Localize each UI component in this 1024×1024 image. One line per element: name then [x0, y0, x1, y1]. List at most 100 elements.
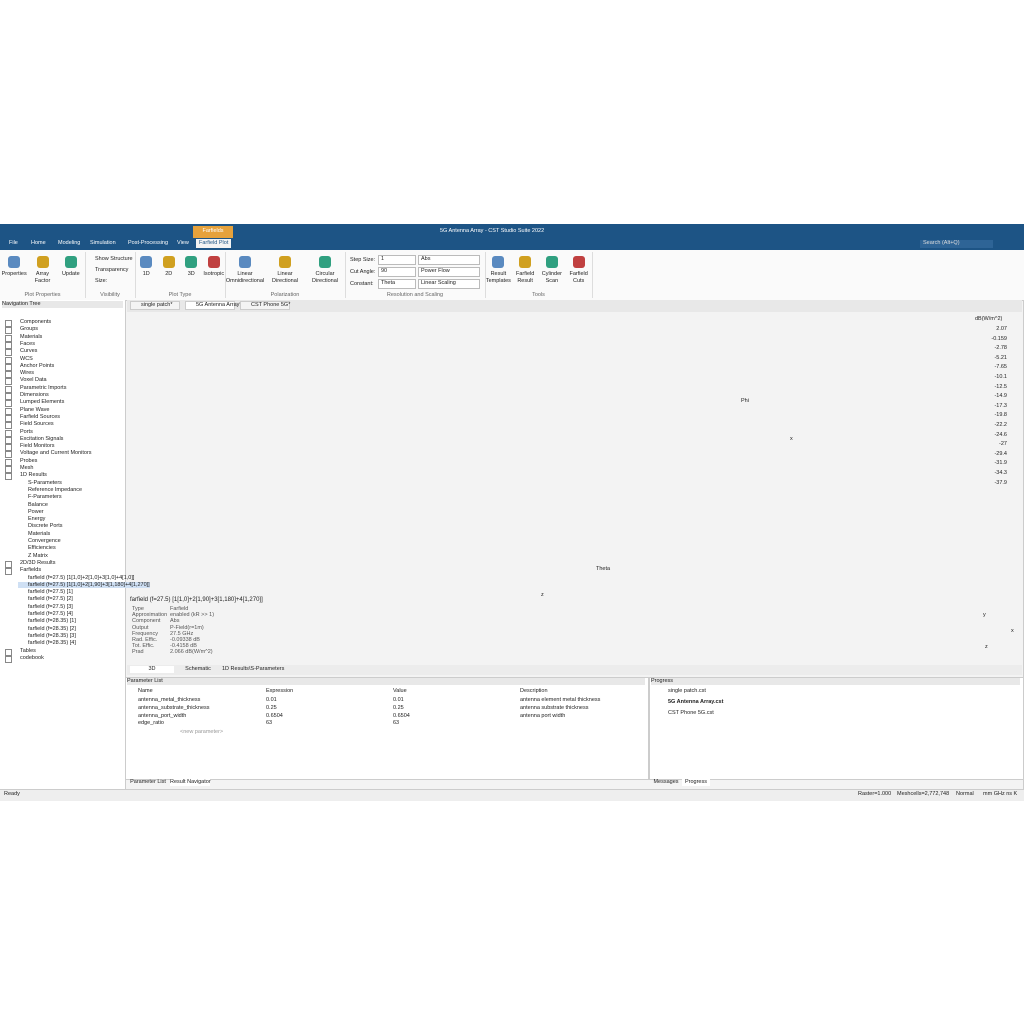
view-tab[interactable]: 1D Results\S-Parameters [222, 666, 285, 672]
tree-item[interactable]: farfield (f=27.5) [1[1,0]+2[1,0]+3[1,0]+… [28, 574, 135, 581]
param-cell[interactable]: 0.6504 [266, 712, 283, 719]
progress-file[interactable]: single patch.cst [668, 688, 706, 694]
new-parameter[interactable]: <new parameter> [180, 729, 224, 735]
tree-item[interactable]: Curves [20, 348, 38, 355]
param-cell[interactable]: antenna_port_width [138, 712, 187, 719]
menu-tab[interactable]: View [177, 240, 189, 246]
tree-item[interactable]: farfield (f=28.35) [4] [28, 640, 76, 647]
ribbon-button[interactable]: Farfield Result [515, 271, 535, 284]
progress-file[interactable]: 5G Antenna Array.cst [668, 699, 724, 705]
option[interactable]: Power Flow [418, 267, 480, 277]
view-tab[interactable]: 3D [130, 666, 174, 673]
context-tab[interactable]: Farfields [193, 226, 233, 238]
tree-item[interactable]: farfield (f=28.35) [3] [28, 632, 76, 639]
tree-item[interactable]: Groups [20, 326, 39, 333]
panel-tab[interactable]: Progress [682, 779, 710, 786]
param-cell[interactable]: antenna_metal_thickness [138, 697, 201, 703]
tree-item[interactable]: Efficiencies [28, 545, 56, 552]
option[interactable]: Abs [418, 255, 480, 265]
ribbon-button[interactable]: Cylinder Scan [541, 271, 562, 284]
tree-item[interactable]: farfield (f=27.5) [1] [28, 589, 73, 596]
ribbon-button[interactable]: Properties [1, 271, 27, 277]
menu-tab[interactable]: Simulation [90, 240, 116, 246]
ribbon-button[interactable]: Isotropic [203, 271, 225, 277]
menu-tab[interactable]: File [9, 240, 18, 246]
panel-tab[interactable]: Result Navigator [170, 779, 211, 786]
tree-item[interactable]: Parametric Imports [20, 384, 67, 391]
tree-item[interactable]: F-Parameters [28, 494, 62, 501]
panel-tab[interactable]: Messages [653, 779, 679, 785]
tree-item[interactable]: Plane Wave [20, 406, 50, 413]
tree-item[interactable]: farfield (f=27.5) [2] [28, 596, 73, 603]
doc-tab[interactable]: 5G Antenna Array* [185, 301, 242, 310]
param-cell[interactable]: edge_ratio [138, 720, 164, 727]
param-cell[interactable]: 0.25 [266, 704, 277, 711]
option[interactable]: Linear Scaling [418, 279, 480, 289]
menu-tab[interactable]: Home [31, 240, 46, 246]
tree-item[interactable]: farfield (f=28.35) [1] [28, 618, 76, 625]
tree-item[interactable]: Dimensions [20, 392, 49, 398]
ribbon-checkbox[interactable]: Transparency [95, 267, 129, 273]
param-cell[interactable]: antenna_substrate_thickness [138, 704, 210, 711]
tree-item[interactable]: Field Sources [20, 421, 54, 428]
doc-tab[interactable]: CST Phone 5G* [240, 301, 290, 310]
tree-item[interactable]: Voltage and Current Monitors [20, 450, 92, 457]
tree-item[interactable]: Field Monitors [20, 443, 55, 450]
ribbon-button[interactable]: 1D [142, 271, 150, 277]
tree-item[interactable]: Z Matrix [28, 552, 48, 559]
tree-item[interactable]: WCS [20, 355, 33, 362]
tree-item[interactable]: Excitation Signals [20, 435, 64, 442]
param-cell[interactable]: 63 [266, 720, 273, 727]
tree-item[interactable]: Ports [20, 428, 33, 435]
ribbon-checkbox[interactable]: Size: [95, 278, 108, 284]
tree-item[interactable]: S-Parameters [28, 479, 62, 486]
tree-item[interactable]: farfield (f=28.35) [2] [28, 625, 76, 632]
tree-item[interactable]: Convergence [28, 538, 61, 544]
tree-item[interactable]: Power [28, 508, 44, 515]
field-input[interactable]: Theta [378, 279, 416, 289]
ribbon-button[interactable]: Array Factor [34, 271, 51, 284]
tree-item[interactable]: Probes [20, 457, 38, 464]
ribbon-button[interactable]: Circular Directional [312, 271, 338, 284]
menu-tab[interactable]: Post-Processing [128, 240, 169, 246]
ribbon-button[interactable]: Update [61, 271, 80, 277]
tree-item[interactable]: Energy [28, 516, 46, 523]
tree-item[interactable]: Lumped Elements [20, 399, 65, 406]
ribbon-button[interactable]: Linear Omnidirectional [225, 271, 265, 284]
param-cell[interactable]: 0.01 [266, 697, 277, 703]
ribbon-checkbox[interactable]: Show Structure [95, 256, 133, 262]
tree-item[interactable]: Faces [20, 340, 35, 347]
tree-item[interactable]: Wires [20, 370, 35, 377]
tree-item[interactable]: Anchor Points [20, 362, 55, 369]
tree-item[interactable]: Reference Impedance [28, 486, 83, 493]
field-input[interactable]: 1 [378, 255, 416, 265]
panel-tab[interactable]: Parameter List [130, 779, 166, 785]
search-box[interactable]: Search (Alt+Q) [920, 240, 993, 248]
tree-item[interactable]: Discrete Ports [28, 523, 63, 530]
field-input[interactable]: 90 [378, 267, 416, 277]
ribbon-button[interactable]: 3D [187, 271, 195, 277]
ribbon-button[interactable]: Result Templates [485, 271, 511, 284]
tree-item[interactable]: 1D Results [20, 472, 47, 479]
tree-item[interactable]: Farfields [20, 567, 42, 574]
ribbon-button[interactable]: Linear Directional [272, 271, 298, 284]
menu-tab[interactable]: Modeling [58, 240, 81, 246]
tree-item[interactable]: farfield (f=27.5) [1[1,0]+2[1,90]+3[1,18… [18, 581, 150, 589]
tree-item[interactable]: codebook [20, 654, 44, 661]
view-tab[interactable]: Schematic [185, 666, 211, 672]
doc-tab[interactable]: single patch* [130, 301, 180, 310]
tree-item[interactable]: Components [20, 319, 52, 325]
tree-item[interactable]: farfield (f=27.5) [4] [28, 611, 73, 617]
progress-file[interactable]: CST Phone 5G.cst [668, 710, 714, 716]
tree-item[interactable]: Materials [20, 333, 43, 340]
menu-tab[interactable]: Farfield Plot [196, 239, 232, 248]
tree-item[interactable]: Farfield Sources [20, 413, 61, 420]
tree-item[interactable]: Materials [28, 530, 51, 537]
tree-item[interactable]: 2D/3D Results [20, 559, 56, 566]
tree-item[interactable]: Balance [28, 501, 48, 508]
ribbon-button[interactable]: 2D [165, 271, 173, 277]
tree-item[interactable]: Voxel Data [20, 377, 47, 384]
tree-item[interactable]: farfield (f=27.5) [3] [28, 603, 73, 610]
tree-item[interactable]: Mesh [20, 465, 34, 471]
tree-item[interactable]: Tables [20, 647, 36, 654]
